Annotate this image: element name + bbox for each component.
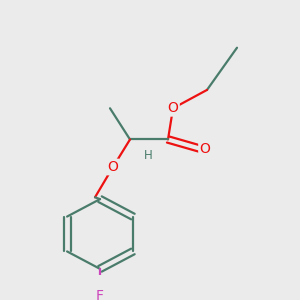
Text: O: O bbox=[200, 142, 210, 156]
Text: H: H bbox=[144, 149, 153, 162]
Text: O: O bbox=[168, 101, 178, 115]
Text: F: F bbox=[96, 290, 104, 300]
Text: O: O bbox=[108, 160, 118, 174]
